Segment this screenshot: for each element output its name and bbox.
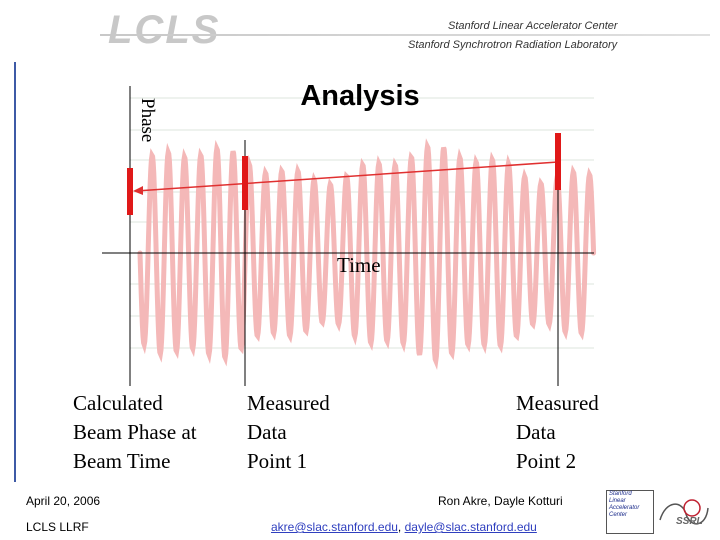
caption-line: Measured <box>516 391 599 415</box>
extrapolation-line <box>135 161 559 192</box>
lcls-logo: LCLS <box>108 8 221 52</box>
footer-emails: akre@slac.stanford.edu, dayle@slac.stanf… <box>271 520 537 534</box>
caption-line: Data <box>247 420 287 444</box>
marker-calculated <box>127 168 133 215</box>
email-link-kotturi[interactable]: dayle@slac.stanford.edu <box>404 520 537 534</box>
header-rule <box>100 34 710 36</box>
phase-axis-label: Phase <box>137 98 158 143</box>
time-axis-label: Time <box>337 253 381 277</box>
caption-line: Beam Phase at <box>73 420 197 444</box>
caption-line: Calculated <box>73 391 163 415</box>
caption-line: Measured <box>247 391 330 415</box>
email-link-akre[interactable]: akre@slac.stanford.edu <box>271 520 398 534</box>
caption-calculated: Calculated Beam Phase at Beam Time <box>73 389 197 476</box>
extrapolation-arrowhead <box>133 186 143 195</box>
slac-logo: Stanford Linear Accelerator Center <box>606 490 654 534</box>
slac-logo-line: Accelerator <box>609 505 640 511</box>
org-line-2: Stanford Synchrotron Radiation Laborator… <box>408 39 618 51</box>
left-accent-rule <box>14 62 16 482</box>
footer-conference: LCLS LLRF <box>26 520 89 534</box>
caption-line: Beam Time <box>73 449 171 473</box>
marker-point-1 <box>242 156 248 210</box>
footer-date: April 20, 2006 <box>26 494 101 508</box>
org-line-1: Stanford Linear Accelerator Center <box>448 20 618 32</box>
footer-authors: Ron Akre, Dayle Kotturi <box>438 494 563 508</box>
caption-line: Data <box>516 420 556 444</box>
slide-header: LCLS Stanford Linear Accelerator Center … <box>0 0 720 62</box>
slac-logo-line: Stanford <box>609 491 632 497</box>
ssrl-logo-graphic <box>659 499 709 525</box>
slide-title: Analysis <box>300 80 420 112</box>
caption-line: Point 2 <box>516 449 577 473</box>
ssrl-logo-text: SSRL <box>676 516 703 527</box>
slac-logo-line: Linear <box>609 498 626 504</box>
caption-point-2: Measured Data Point 2 <box>516 389 599 476</box>
caption-line: Point 1 <box>247 449 308 473</box>
email-separator: , <box>397 520 405 534</box>
slac-logo-line: Center <box>609 512 628 518</box>
caption-point-1: Measured Data Point 1 <box>247 389 330 476</box>
marker-point-2 <box>555 133 561 190</box>
